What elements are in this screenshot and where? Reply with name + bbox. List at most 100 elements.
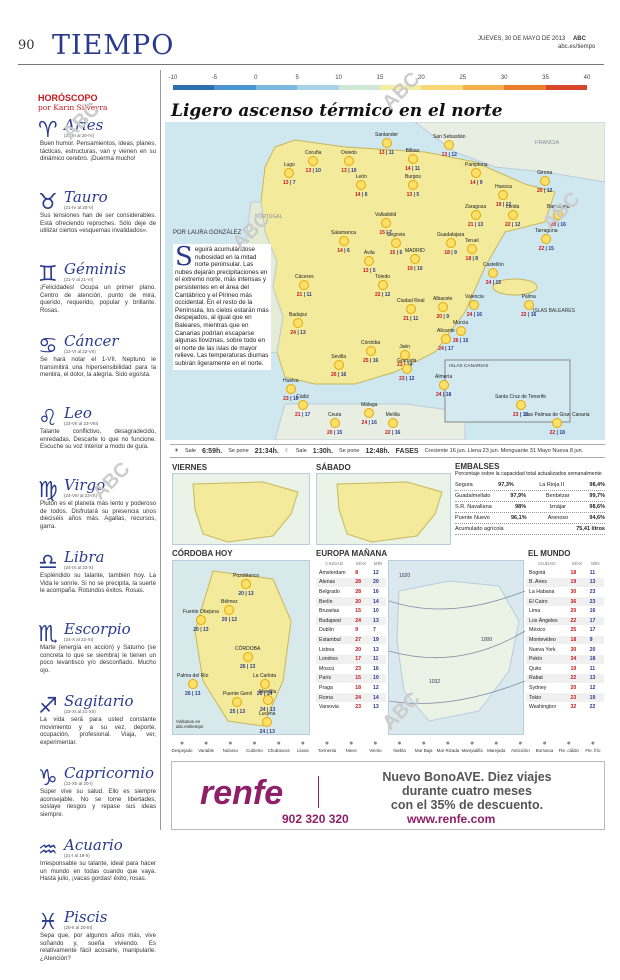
place-temps: 26 | 13 [239,664,256,670]
isobar-3 [388,680,526,704]
ad-website[interactable]: www.renfe.com [407,812,496,826]
city-temp-min: 18 [445,392,452,398]
europe-land [396,580,520,722]
world-table-header: MÍN [586,560,604,569]
header-rule [18,64,604,65]
city-name: Varsovia [316,702,353,713]
city-temps: 25 | 16 [362,358,379,364]
legend-label: Niebla [393,748,406,753]
city-name: París [316,673,353,684]
sign-text: Marte (energía en acción) y Saturno (se … [40,644,156,674]
sun-icon [299,280,310,290]
city-temp-min: 10 [315,168,321,174]
city-temp-min: 7 [292,180,296,186]
ad-copy: Nuevo BonoAVE. Diez viajes durante cuatr… [342,770,592,812]
city-temps: 14 | 6 [355,192,368,198]
place-name: Palma del Río [177,673,209,679]
reservoir-rows: Segura 97,3% La Rioja II 98,4% Guadalmellato… [455,480,605,524]
sunrise-label: Sale [184,448,196,454]
legend-label: Despejado [171,748,193,753]
sun-icon [329,418,340,428]
europe-table-row: Atenas 28 20 [316,577,386,588]
city-temp-max: 23 [399,376,405,382]
europe-table-header: MÍN [369,560,386,569]
city-temp-max: 13 [305,168,312,174]
city-name: MADRID [405,248,425,254]
moonrise-time: 1:30h. [312,447,333,455]
city-temp-min: 6 [364,192,368,198]
city-temps: 20 | 15 [327,430,343,436]
city-marker: Málaga 24 | 16 [361,402,377,426]
world-table-body: Bogotá 18 11 B. Aires 19 13 La Habana 30 23 El Ca… [526,568,604,713]
city-marker: Badajoz 24 | 13 [289,312,307,336]
city-name: Belgrado [316,587,353,598]
city-temps: 26 | 16 [331,372,347,378]
sign-name: Géminis [64,260,127,278]
place-temps: 25 | 13 [229,709,246,715]
world-table-row: Sydney 20 12 [526,683,604,694]
scale-label: 10 [335,75,342,81]
place-name: CÓRDOBA [235,646,261,652]
temp-max: 20 [352,596,370,607]
city-temp-min: 11 [388,150,395,156]
cordoba-place: Lucena 24 | 13 [259,711,275,735]
legend-label: Borrasca [535,748,554,753]
renfe-advertisement[interactable]: renfe Nuevo BonoAVE. Diez viajes durante… [171,761,605,830]
city-marker: Oviedo 13 | 10 [341,150,357,174]
world-table-header: MÁX [567,560,587,569]
city-marker: Valladolid 15 | 7 [375,212,396,236]
horoscope-sign: ♈ Aries (21-III al 20-IV) Buen humor. Pensa… [38,116,158,188]
europe-table-row: París 15 10 [316,673,386,684]
legend-icon: ● [566,740,571,747]
cordoba-note[interactable]: Visítanos en abc.es/tiempo [176,719,204,729]
sign-dates: (20-II al 20-III) [64,925,93,930]
city-temp-max: 14 [405,166,411,172]
reservoir-row: Segura 97,3% La Rioja II 98,4% [455,480,605,491]
temp-min: 12 [586,683,604,694]
place-name: Puente Genil [223,691,252,697]
map-svg [244,121,606,441]
sun-icon [399,350,410,360]
city-name: Lima [526,606,568,617]
horoscope-sign: ♒ Acuario (21-I al 19-II) Irresponsable su … [38,836,158,908]
ad-phone[interactable]: 902 320 320 [282,812,349,826]
temp-min: 14 [369,692,386,703]
city-marker: Ávila 13 | 5 [363,250,376,274]
website[interactable]: abc.es/tiempo [558,44,596,50]
temp-max: 25 [567,625,587,636]
europe-table-row: Londres 17 11 [316,654,386,665]
scale-segment [297,85,339,90]
legend-label: Cubierto [246,748,263,753]
legend-item: ● Cubierto [243,740,267,756]
europe-table-row: Bruselas 15 10 [316,606,386,617]
label-portugal: PORTUGAL [255,214,283,220]
europe-map: 1020 1000 1032 [388,560,526,735]
leo-icon: ♌ [38,406,58,431]
city-temp-min: 5 [372,268,376,274]
city-temp-max: 22 [521,312,527,318]
city-marker: Castellón 24 | 15 [483,262,504,286]
sign-name: Acuario [64,836,123,854]
city-marker: Segovia 15 | 6 [387,232,405,256]
scale-segment [421,85,463,90]
city-temps: 19 | 12 [495,202,512,208]
temp-max: 28 [352,587,370,598]
temp-min: 12 [369,568,386,579]
reservoirs-subtitle: Porcentaje sobre la capacidad total actu… [455,471,602,477]
reservoir-value: 94,6% [589,515,605,521]
world-table-row: Quito 19 11 [526,664,604,675]
city-temps: 13 | 5 [363,268,376,274]
world-title: EL MUNDO [528,549,571,558]
sun-icon [187,679,198,689]
city-name: Huesca [495,184,512,190]
sign-name: Leo [64,404,92,422]
city-temp-max: 20 [327,430,333,436]
city-name: Rabat [526,673,568,684]
city-temps: 21 | 11 [296,292,312,298]
city-temps: 24 | 16 [361,420,377,426]
legend-label: Mar Rizada [436,748,460,753]
city-temps: 22 | 18 [549,430,565,436]
sign-name: Piscis [64,908,108,926]
sign-name: Capricornio [64,764,155,782]
temp-min: 19 [369,635,386,646]
